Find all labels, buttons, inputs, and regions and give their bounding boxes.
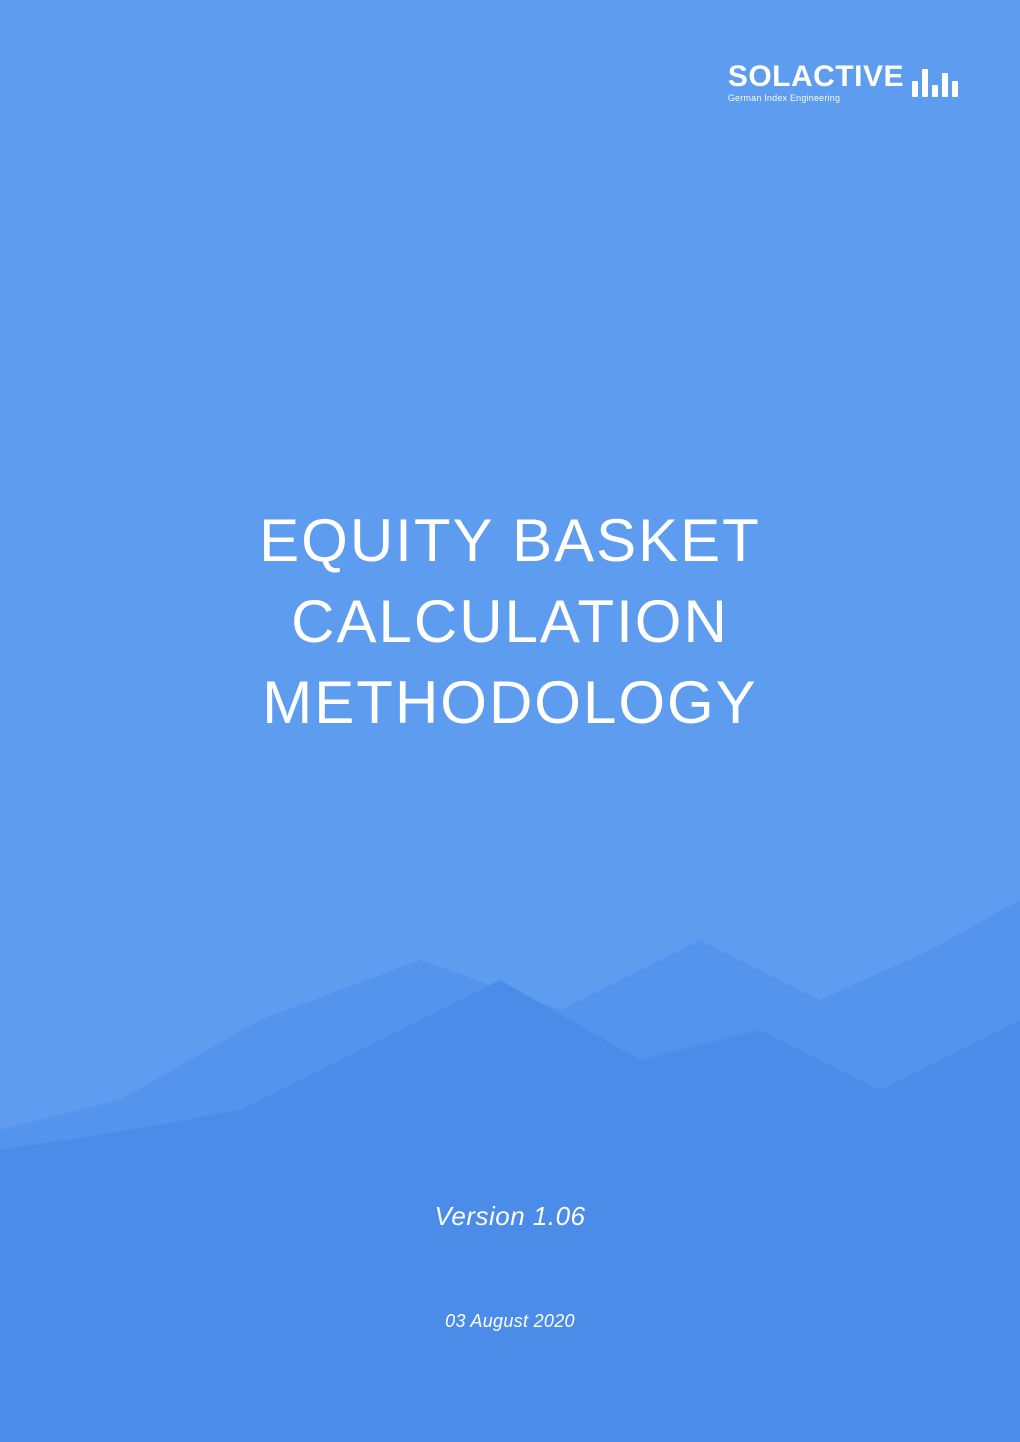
mountain-back <box>0 900 1020 1442</box>
date-label: 03 August 2020 <box>445 1311 575 1331</box>
title-line-1: EQUITY BASKET <box>60 500 960 581</box>
title-line-2: CALCULATION METHODOLOGY <box>60 581 960 743</box>
logo-bar <box>932 85 938 97</box>
logo-bar <box>942 73 948 97</box>
logo-bar <box>952 81 958 97</box>
version-block: Version 1.06 <box>0 1201 1020 1232</box>
document-title: EQUITY BASKET CALCULATION METHODOLOGY <box>0 500 1020 743</box>
brand-logo-text: SOLACTIVE German Index Engineering <box>728 62 904 103</box>
date-block: 03 August 2020 <box>0 1311 1020 1332</box>
brand-tagline: German Index Engineering <box>728 94 840 103</box>
logo-bar <box>922 69 928 97</box>
brand-name: SOLACTIVE <box>728 62 904 92</box>
brand-logo: SOLACTIVE German Index Engineering <box>728 62 958 103</box>
logo-bar <box>912 81 918 97</box>
cover-page: SOLACTIVE German Index Engineering EQUIT… <box>0 0 1020 1442</box>
logo-bars-icon <box>912 63 958 103</box>
version-label: Version 1.06 <box>434 1201 585 1231</box>
